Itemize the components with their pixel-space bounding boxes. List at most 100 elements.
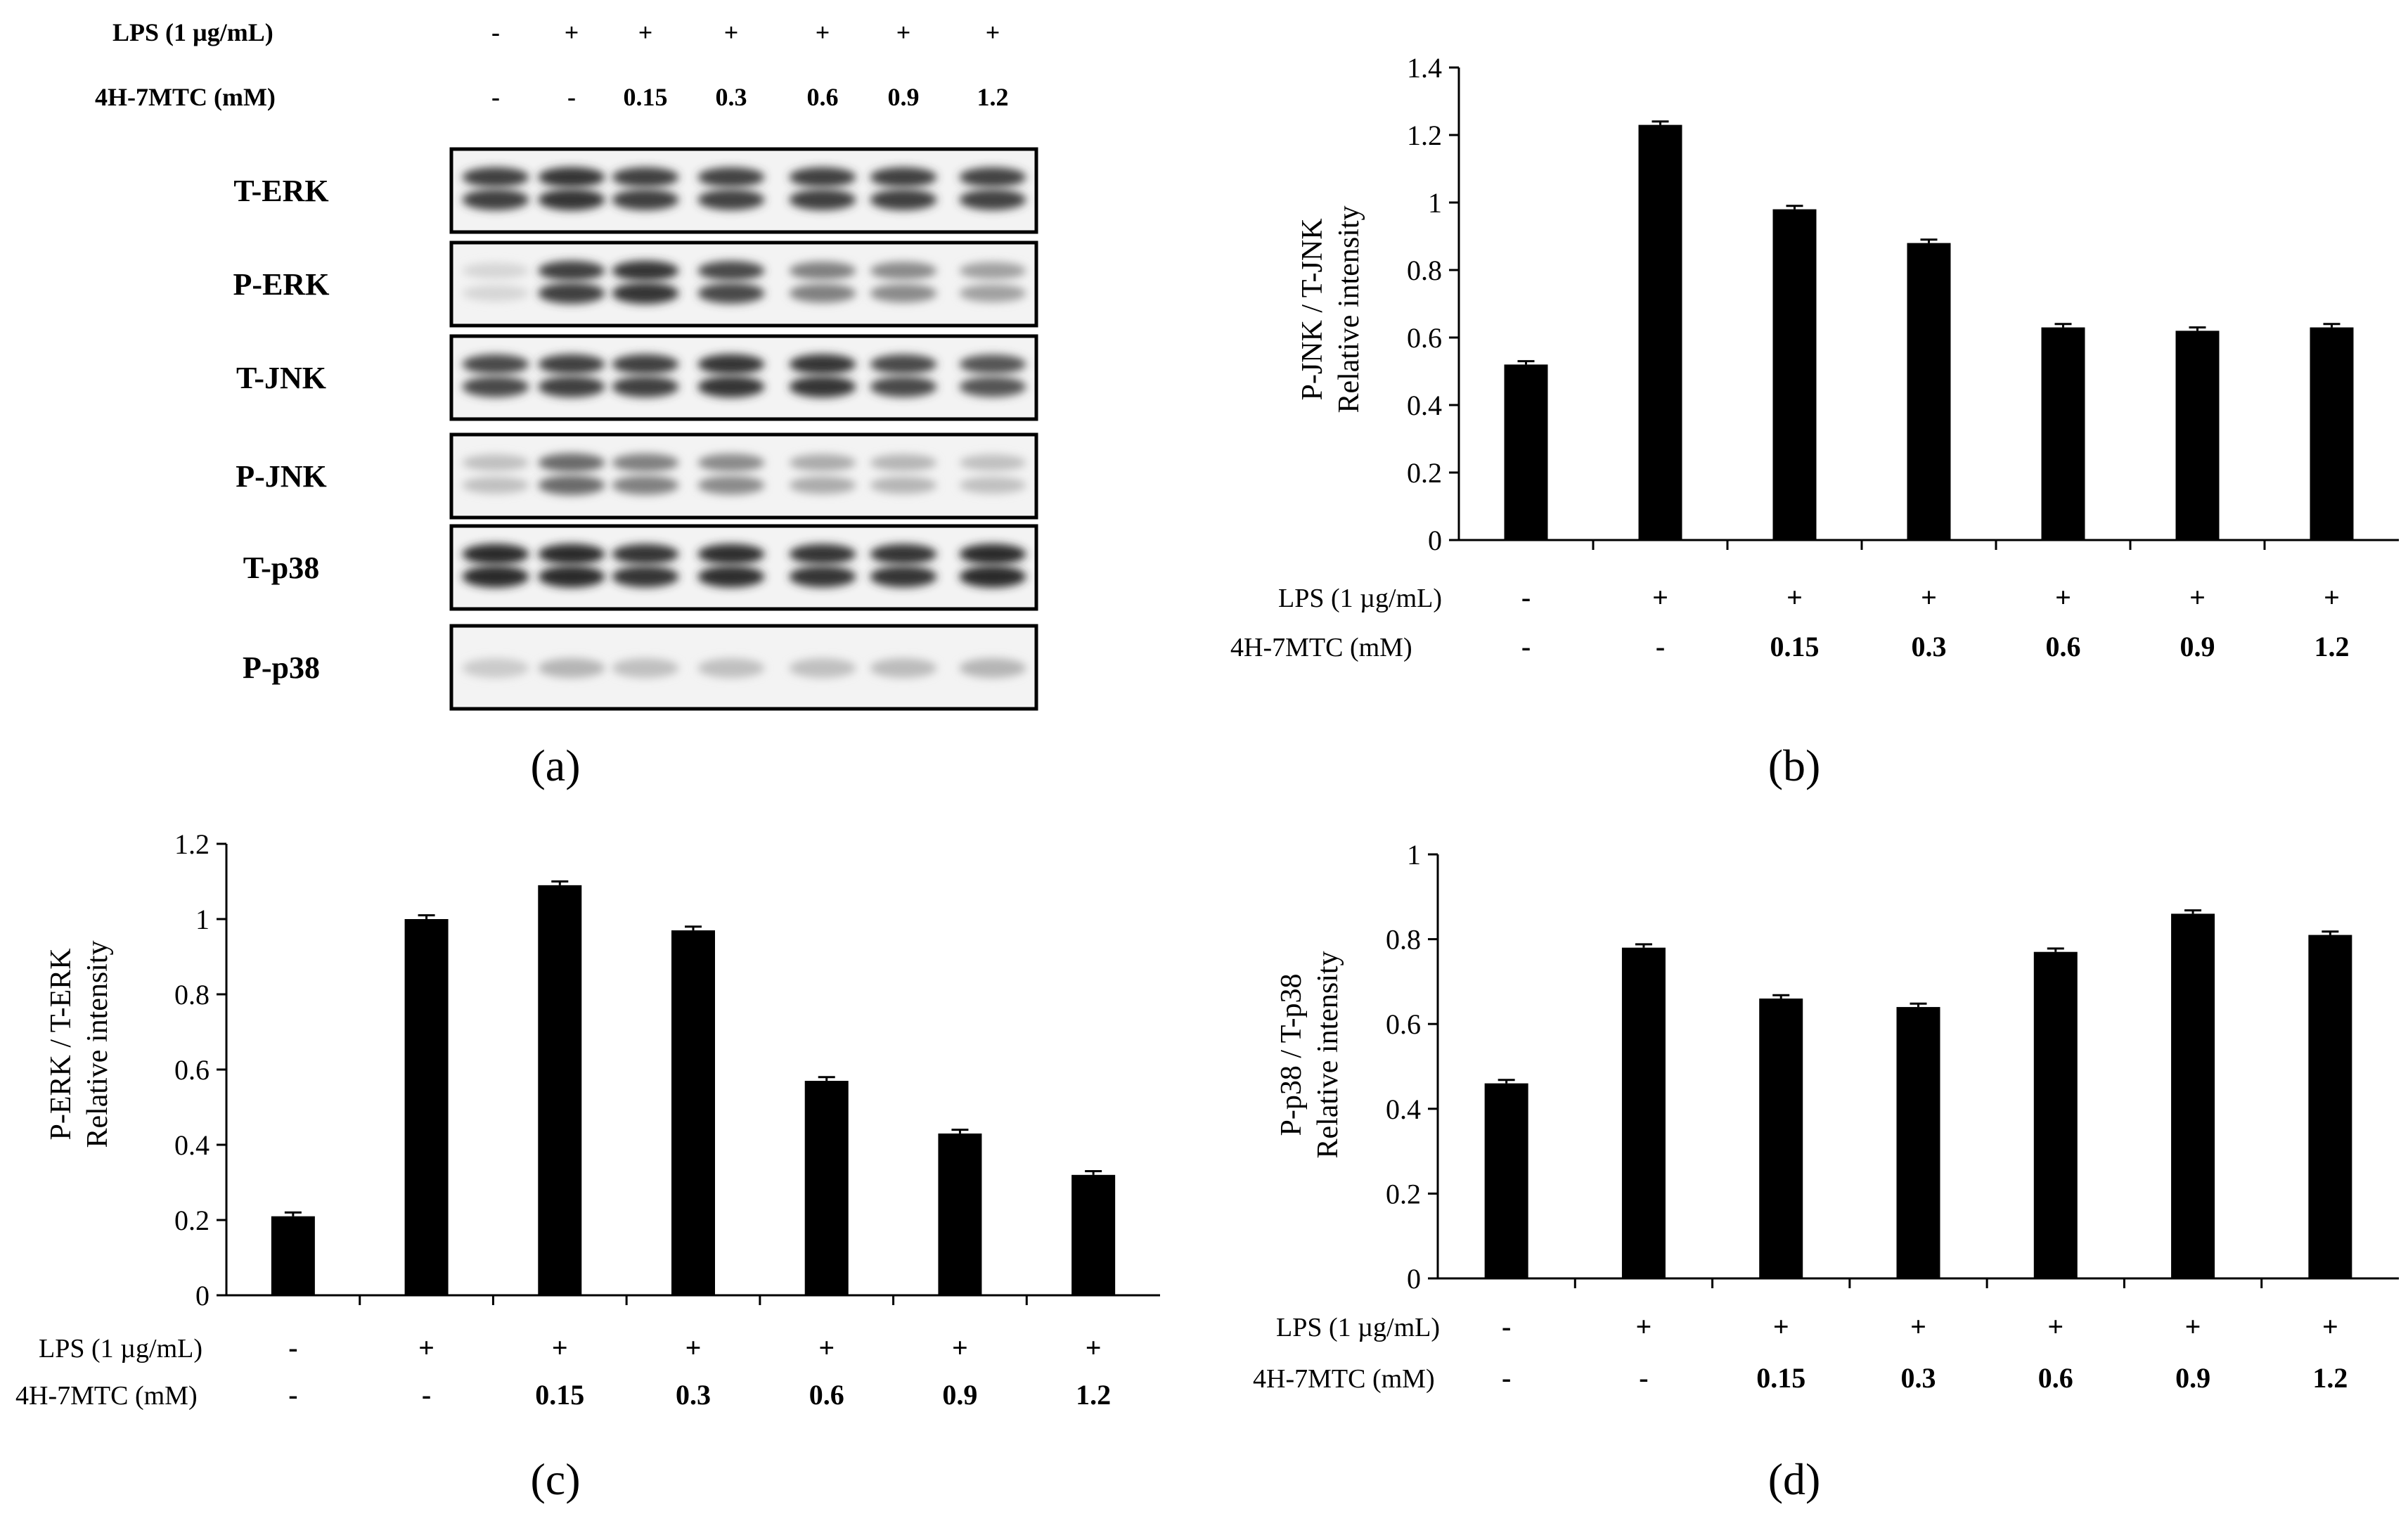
chart-c-ylabel-2: Relative intensity [82, 940, 114, 1148]
blot-band [959, 262, 1026, 280]
lps-value: + [1086, 1332, 1102, 1363]
y-tick-label: 0.6 [1407, 322, 1442, 354]
blot-band [697, 376, 765, 398]
y-tick-label: 1.4 [1407, 52, 1442, 84]
blot-band [789, 262, 856, 280]
blot-band [612, 565, 679, 588]
blot-band [538, 565, 605, 588]
blot-band [612, 167, 679, 188]
lps-value: - [288, 1332, 297, 1363]
blot-band [462, 189, 529, 210]
blot-mtc-value: - [567, 83, 576, 111]
bar [1504, 364, 1548, 540]
blot-band [538, 475, 605, 495]
blot-band [538, 188, 605, 211]
blot-band [538, 453, 605, 473]
blot-band [870, 354, 937, 374]
blot-band [789, 476, 856, 494]
bar [938, 1133, 982, 1295]
y-tick-label: 0.4 [1386, 1093, 1421, 1125]
blot-band [612, 544, 679, 565]
panel-label-b: (b) [1768, 740, 1821, 790]
blot-panel: LPS (1 µg/mL) 4H-7MTC (mM) - + + + + + + - - 0.1… [95, 18, 1038, 790]
blot-band [697, 544, 765, 565]
lps-value: + [2185, 1311, 2201, 1342]
mtc-value: 0.15 [1756, 1362, 1805, 1394]
y-tick-label: 0.6 [174, 1054, 210, 1086]
mtc-value: - [422, 1379, 431, 1411]
blot-lps-value: + [565, 18, 579, 46]
blot-band [462, 565, 529, 588]
panel-label-c: (c) [530, 1454, 580, 1504]
chart-p-erk: P-ERK / T-ERK Relative intensity 0 0.2 0.4… [15, 828, 1160, 1504]
blot-band [870, 167, 937, 188]
mtc-value: - [1639, 1362, 1648, 1394]
blot-band [462, 354, 529, 374]
chart-d-lps-label: LPS (1 µg/mL) [1276, 1313, 1440, 1342]
blot-band [612, 658, 679, 678]
y-tick-label: 0.2 [1407, 457, 1442, 489]
lps-value: - [1502, 1311, 1511, 1342]
bar [1772, 209, 1817, 540]
blot-band [789, 658, 856, 678]
blot-mtc-value: 1.2 [977, 83, 1009, 111]
lps-value: + [2324, 582, 2340, 613]
bar [538, 885, 582, 1295]
lps-value: + [2055, 582, 2071, 613]
lps-value: + [2189, 582, 2206, 613]
blot-band [612, 376, 679, 397]
blot-mtc-value: 0.15 [624, 83, 668, 111]
blot-band [959, 354, 1026, 374]
blot-mtc-value: 0.3 [716, 83, 747, 111]
blot-band [462, 454, 529, 471]
mtc-value: 0.15 [535, 1379, 584, 1411]
mtc-value: - [1521, 631, 1531, 662]
blot-lps-values: - + + + + + + [491, 18, 1000, 46]
blot-band [538, 354, 605, 375]
panel-label-a: (a) [530, 740, 580, 790]
blot-band [789, 167, 856, 188]
blot-strip [449, 432, 1038, 520]
blot-band [959, 477, 1026, 494]
bar [2308, 935, 2352, 1278]
lps-value: + [818, 1332, 835, 1363]
mtc-value: 0.3 [1912, 631, 1947, 662]
blot-band [538, 544, 605, 565]
blot-band [538, 658, 605, 678]
blot-band [697, 167, 765, 188]
chart-b-ylabel-1: P-JNK / T-JNK [1296, 218, 1329, 400]
mtc-value: 0.9 [2180, 631, 2215, 662]
blot-row-label: P-ERK [233, 267, 330, 302]
bar [1759, 999, 1803, 1278]
blot-lps-value: + [724, 18, 739, 46]
mtc-value: 0.6 [2038, 1362, 2073, 1394]
bar [271, 1216, 315, 1295]
mtc-value: 1.2 [1076, 1379, 1111, 1411]
blot-band [959, 376, 1026, 397]
chart-b-mtc-label: 4H-7MTC (mM) [1230, 633, 1412, 662]
blot-band [462, 262, 529, 279]
blot-band [697, 189, 765, 210]
blot-band [697, 354, 765, 375]
blot-band [870, 544, 937, 565]
blot-mtc-value: - [491, 83, 500, 111]
blot-band [538, 376, 605, 397]
blot-row: P-p38 [243, 624, 1038, 711]
blot-band [789, 354, 856, 375]
mtc-value: 0.9 [2175, 1362, 2210, 1394]
blot-rows: T-ERK P-ERK T-JNK P-JNK T-p38 P-p38 [233, 147, 1038, 711]
blot-band [959, 167, 1026, 188]
bar [1484, 1083, 1528, 1278]
mtc-value: - [1656, 631, 1665, 662]
blot-band [612, 354, 679, 375]
chart-p-p38: P-p38 / T-p38 Relative intensity 0 0.2 0.4… [1253, 839, 2399, 1504]
blot-lps-value: + [986, 18, 1000, 46]
blot-mtc-values: - - 0.15 0.3 0.6 0.9 1.2 [491, 83, 1009, 111]
lps-value: + [418, 1332, 434, 1363]
blot-lps-value: + [638, 18, 653, 46]
blot-band [538, 260, 605, 281]
bar [1621, 947, 1666, 1278]
blot-row-label: T-p38 [243, 551, 319, 585]
lps-value: - [1521, 582, 1531, 613]
blot-lps-label: LPS (1 µg/mL) [112, 18, 273, 46]
